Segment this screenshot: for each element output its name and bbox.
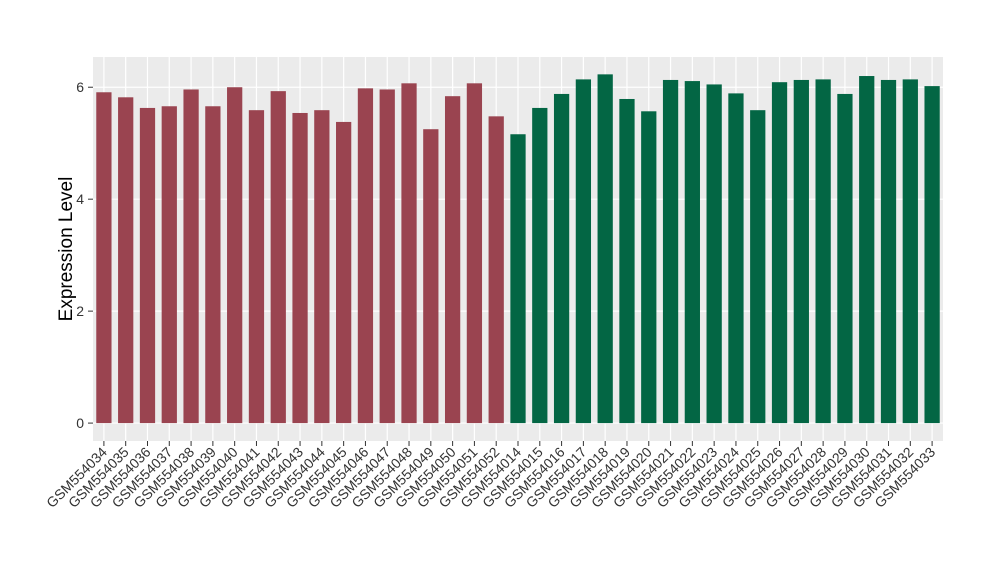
bar: [444, 96, 461, 424]
bar: [597, 74, 613, 424]
bar: [728, 93, 744, 424]
bar: [641, 111, 657, 424]
y-tick-label: 6: [76, 79, 84, 95]
bar: [96, 92, 112, 424]
y-axis-label: Expression Level: [56, 177, 77, 322]
bar: [357, 88, 374, 424]
bar: [532, 107, 548, 424]
y-tick-label: 4: [76, 191, 84, 207]
bar: [815, 79, 831, 424]
bar: [793, 79, 809, 424]
bar: [510, 134, 526, 424]
y-tick-label: 0: [76, 415, 84, 431]
bar: [118, 97, 134, 424]
bar: [662, 79, 679, 424]
bar: [161, 106, 177, 424]
bar: [706, 84, 722, 424]
bar: [466, 83, 483, 424]
bar: [270, 91, 286, 424]
bar: [401, 83, 417, 424]
bar: [553, 93, 570, 424]
bar: [575, 79, 592, 424]
bar: [684, 81, 700, 424]
bar: [771, 82, 788, 424]
bar: [314, 110, 330, 424]
bar: [619, 98, 635, 424]
bar: [248, 110, 265, 424]
bar: [423, 129, 439, 424]
bar: [902, 79, 918, 424]
bar: [880, 79, 897, 424]
bar: [205, 106, 221, 424]
bar: [837, 93, 853, 424]
bar: [859, 76, 875, 424]
y-tick-label: 2: [76, 303, 84, 319]
bar: [336, 121, 352, 424]
bar: [227, 87, 243, 424]
bar: [183, 89, 199, 424]
bar: [750, 110, 766, 424]
bar: [139, 107, 156, 424]
bar: [488, 116, 504, 424]
bar: [379, 89, 395, 424]
bar: [924, 86, 940, 424]
bar: [292, 112, 308, 424]
